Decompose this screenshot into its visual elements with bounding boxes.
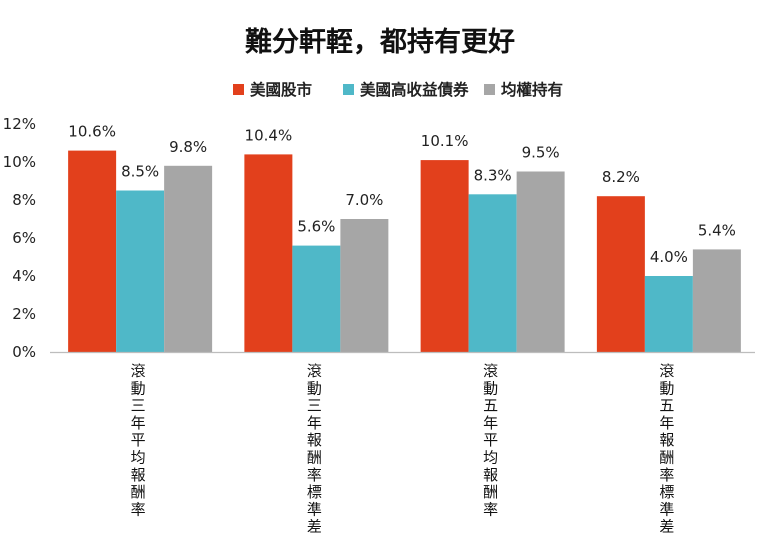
y-axis: 0% 2% 4% 6% 8% 10% 12% (3, 115, 36, 361)
data-label: 4.0% (650, 248, 688, 266)
y-tick-label: 2% (12, 305, 36, 323)
x-axis: 滾動三年平均報酬率 滾動三年報酬率標準差 滾動五年平均報酬率 滾動五年報酬率標準差 (50, 351, 755, 535)
y-tick-label: 0% (12, 343, 36, 361)
data-label: 10.1% (421, 132, 469, 150)
category-label: 滾動三年報酬率標準差 (307, 362, 322, 535)
bar-1-2 (116, 190, 165, 352)
bar-4-1 (596, 196, 645, 352)
y-tick-label: 10% (3, 153, 36, 171)
data-label: 9.8% (169, 138, 207, 156)
legend: 美國股市 美國高收益債券 均權持有 (233, 80, 563, 99)
bar-2-1 (244, 154, 293, 352)
data-label: 8.2% (602, 168, 640, 186)
data-label: 10.4% (245, 126, 293, 144)
bar-3-1 (420, 160, 469, 352)
data-label: 9.5% (522, 144, 560, 162)
bar-2-3 (340, 219, 389, 352)
bar-1-1 (68, 150, 117, 352)
category-label: 滾動三年平均報酬率 (131, 362, 146, 518)
bar-3-3 (516, 171, 565, 352)
bar-1-3 (164, 165, 213, 352)
legend-label-1: 美國股市 (250, 80, 313, 99)
bar-4-2 (644, 276, 693, 352)
data-label: 8.5% (121, 163, 159, 181)
legend-swatch-2 (343, 84, 354, 95)
category-label: 滾動五年平均報酬率 (483, 362, 498, 518)
category-label: 滾動五年報酬率標準差 (659, 362, 674, 535)
legend-swatch-1 (233, 84, 244, 95)
legend-label-3: 均權持有 (501, 80, 563, 99)
y-tick-label: 8% (12, 191, 36, 209)
chart-title: 難分軒輊，都持有更好 (245, 27, 515, 58)
data-label: 5.4% (698, 221, 736, 239)
data-label: 7.0% (345, 191, 383, 209)
bars (68, 150, 741, 352)
bar-3-2 (468, 194, 517, 352)
y-tick-label: 4% (12, 267, 36, 285)
y-tick-label: 6% (12, 229, 36, 247)
legend-swatch-3 (484, 84, 495, 95)
data-label: 5.6% (297, 218, 335, 236)
data-label: 8.3% (474, 166, 512, 184)
value-labels: 10.6% 8.5% 9.8% 10.4% 5.6% 7.0% 10.1% 8.3% 9.5% 8… (68, 123, 736, 266)
y-tick-label: 12% (3, 115, 36, 133)
bar-4-3 (692, 249, 741, 352)
bar-2-2 (292, 245, 341, 352)
data-label: 10.6% (68, 123, 116, 141)
legend-label-2: 美國高收益債券 (360, 80, 469, 99)
